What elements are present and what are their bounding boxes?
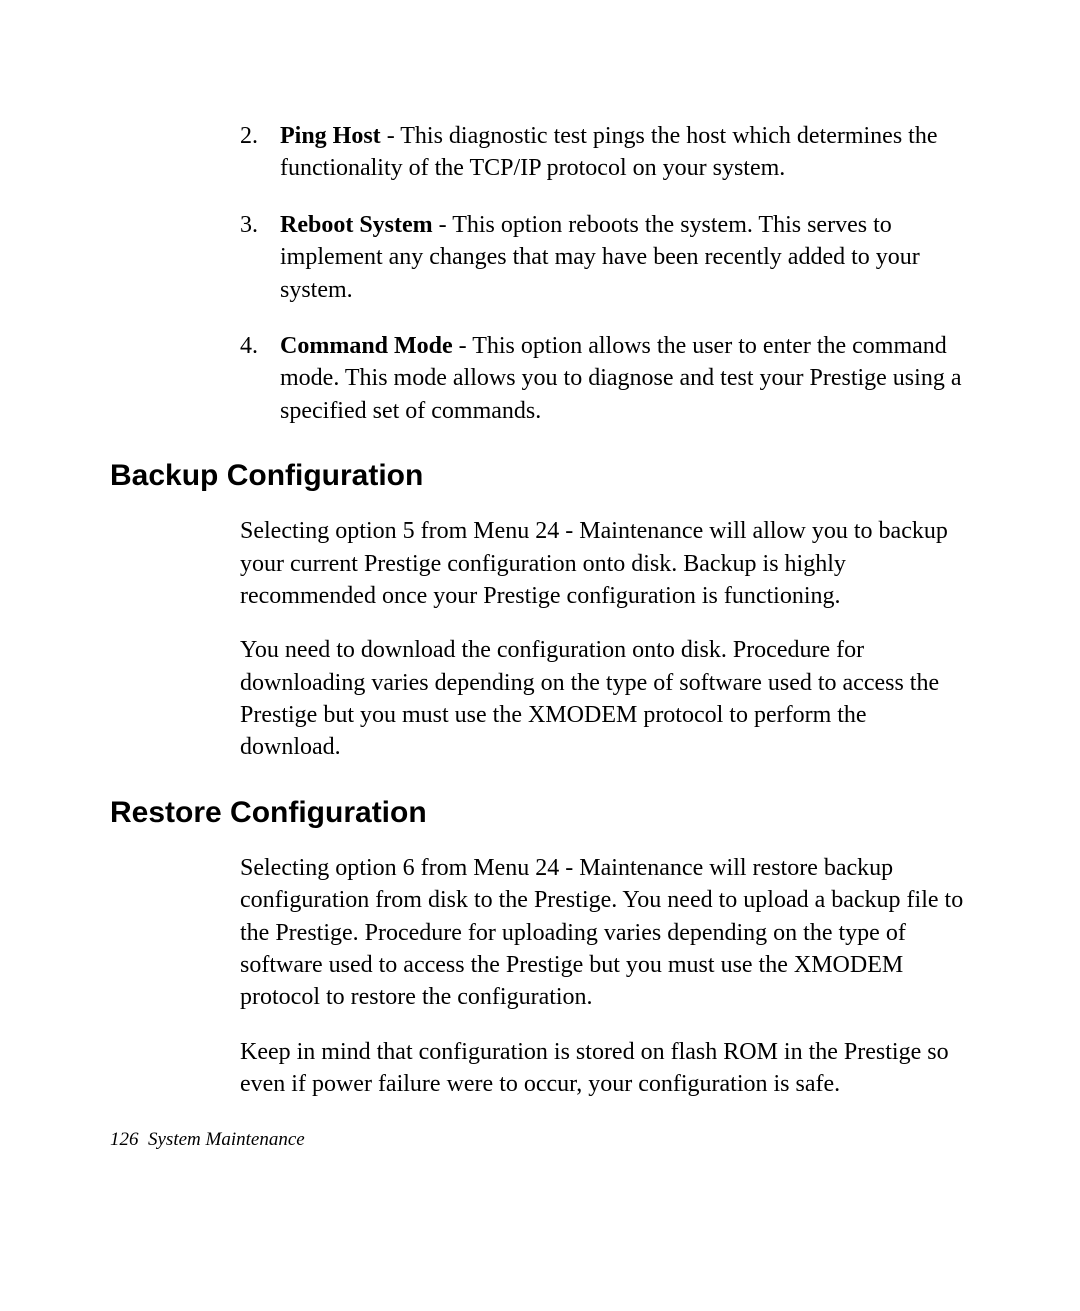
- list-text: Command Mode - This option allows the us…: [270, 330, 970, 427]
- list-item: 4. Command Mode - This option allows the…: [240, 330, 970, 427]
- restore-para-2: Keep in mind that configuration is store…: [110, 1036, 970, 1101]
- list-bold-term: Ping Host: [280, 123, 381, 149]
- list-number: 4.: [240, 330, 270, 427]
- list-number: 3.: [240, 209, 270, 306]
- list-bold-term: Command Mode: [280, 333, 453, 359]
- page-number: 126: [110, 1129, 139, 1150]
- backup-para-1: Selecting option 5 from Menu 24 - Mainte…: [110, 515, 970, 612]
- list-item: 3. Reboot System - This option reboots t…: [240, 209, 970, 306]
- backup-heading: Backup Configuration: [110, 459, 970, 493]
- list-text: Ping Host - This diagnostic test pings t…: [270, 120, 970, 185]
- backup-para-2: You need to download the configuration o…: [110, 634, 970, 764]
- list-number: 2.: [240, 120, 270, 185]
- list-text: Reboot System - This option reboots the …: [270, 209, 970, 306]
- list-bold-term: Reboot System: [280, 212, 433, 238]
- restore-para-1: Selecting option 6 from Menu 24 - Mainte…: [110, 852, 970, 1014]
- list-item: 2. Ping Host - This diagnostic test ping…: [240, 120, 970, 185]
- page-footer: 126 System Maintenance: [110, 1129, 305, 1151]
- restore-heading: Restore Configuration: [110, 796, 970, 830]
- chapter-name: System Maintenance: [148, 1129, 305, 1150]
- numbered-list: 2. Ping Host - This diagnostic test ping…: [110, 120, 970, 427]
